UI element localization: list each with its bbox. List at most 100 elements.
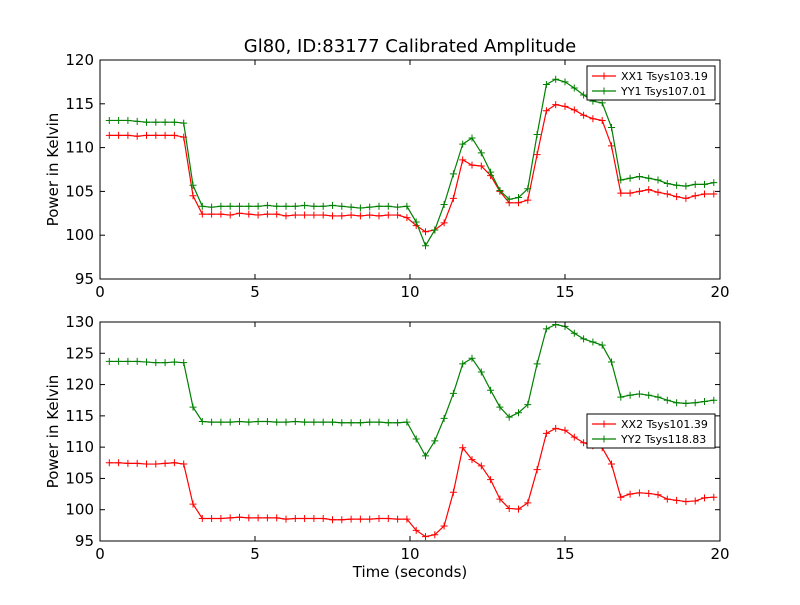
- data-point: [710, 493, 718, 501]
- legend-label: XX2 Tsys101.39: [621, 418, 708, 431]
- data-point: [496, 403, 504, 411]
- y-tick-label: 110: [65, 139, 94, 157]
- data-point: [115, 116, 123, 124]
- data-point: [329, 516, 336, 524]
- data-point: [589, 338, 597, 346]
- data-point: [468, 354, 476, 362]
- data-point: [217, 514, 225, 522]
- data-point: [673, 399, 681, 407]
- data-point: [608, 460, 615, 468]
- data-point: [654, 491, 662, 499]
- data-point: [608, 123, 615, 131]
- data-point: [198, 202, 206, 210]
- data-point: [319, 418, 327, 426]
- data-point: [701, 190, 708, 198]
- y-tick-label: 115: [65, 95, 94, 113]
- data-point: [170, 459, 178, 467]
- legend-marker: [600, 420, 608, 428]
- data-point: [254, 211, 262, 219]
- data-point: [133, 117, 141, 125]
- data-point: [273, 210, 281, 218]
- data-point: [608, 358, 615, 366]
- data-point: [505, 195, 513, 203]
- data-point: [236, 513, 243, 521]
- data-point: [449, 488, 457, 496]
- data-point: [105, 459, 113, 467]
- data-point: [124, 459, 132, 467]
- data-point: [468, 134, 476, 142]
- data-point: [598, 341, 606, 349]
- series-markers-2-1: [105, 424, 718, 541]
- data-point: [487, 386, 495, 394]
- data-point: [552, 75, 560, 83]
- data-point: [403, 214, 411, 222]
- data-point: [561, 78, 569, 86]
- data-point: [580, 111, 588, 119]
- data-point: [282, 202, 290, 210]
- data-point: [338, 419, 346, 427]
- data-point: [105, 116, 113, 124]
- data-point: [394, 515, 402, 523]
- data-point: [356, 204, 364, 212]
- data-point: [282, 212, 290, 220]
- data-point: [635, 173, 643, 181]
- data-point: [589, 115, 597, 123]
- data-point: [291, 417, 299, 425]
- x-tick-label: 5: [250, 283, 260, 301]
- data-point: [180, 119, 188, 127]
- data-point: [552, 101, 560, 109]
- y-tick-label: 95: [75, 532, 94, 550]
- y-tick-label: 125: [65, 344, 94, 362]
- data-point: [152, 460, 160, 468]
- data-point: [422, 533, 429, 541]
- data-point: [487, 168, 495, 176]
- data-point: [626, 391, 634, 399]
- data-point: [505, 504, 513, 512]
- x-tick-label: 5: [250, 545, 260, 563]
- x-tick-label: 10: [400, 283, 419, 301]
- data-point: [626, 490, 634, 498]
- data-point: [263, 417, 271, 425]
- data-point: [356, 212, 364, 220]
- data-point: [161, 359, 169, 367]
- data-point: [459, 360, 467, 368]
- data-point: [291, 514, 299, 522]
- data-point: [115, 357, 123, 365]
- legend-box: [586, 413, 716, 449]
- data-point: [459, 156, 467, 164]
- data-point: [347, 515, 355, 523]
- data-point: [440, 201, 448, 209]
- data-point: [663, 396, 671, 404]
- data-point: [645, 391, 653, 399]
- data-point: [617, 393, 625, 401]
- data-point: [208, 210, 216, 218]
- data-point: [143, 358, 150, 366]
- data-point: [394, 211, 402, 219]
- data-point: [468, 161, 476, 169]
- data-point: [115, 131, 123, 139]
- data-point: [226, 211, 234, 219]
- data-point: [477, 162, 485, 170]
- data-point: [375, 212, 383, 220]
- data-point: [319, 514, 327, 522]
- data-point: [663, 495, 671, 503]
- legend: XX1 Tsys103.19 YY1 Tsys107.01: [586, 65, 716, 101]
- data-point: [542, 325, 550, 333]
- data-point: [673, 193, 681, 201]
- data-point: [542, 429, 550, 437]
- data-point: [384, 202, 392, 210]
- data-point: [412, 435, 420, 443]
- data-point: [366, 515, 374, 523]
- data-point: [329, 418, 336, 426]
- data-point: [394, 419, 402, 427]
- y-tick-label: 110: [65, 438, 94, 456]
- data-point: [533, 130, 541, 138]
- data-point: [143, 131, 150, 139]
- data-point: [347, 211, 355, 219]
- data-point: [375, 202, 383, 210]
- data-point: [347, 203, 355, 211]
- legend-marker: [600, 435, 608, 443]
- data-point: [701, 494, 708, 502]
- data-point: [310, 211, 318, 219]
- data-point: [412, 526, 420, 534]
